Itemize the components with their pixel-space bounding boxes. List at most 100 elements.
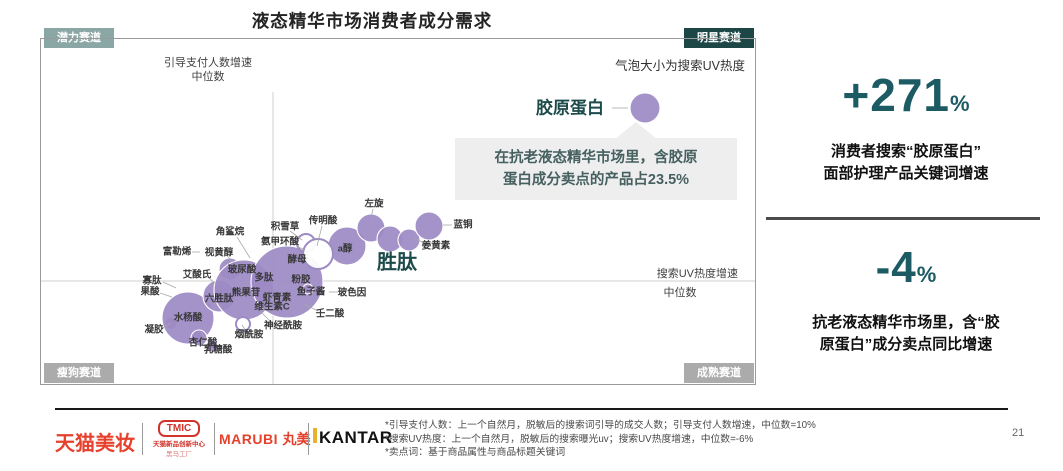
leader-line: [295, 245, 306, 251]
ingredient-label-角鲨烷: 角鲨烷: [216, 226, 245, 238]
stat-value-1: +271: [842, 69, 951, 121]
ingredient-label-视黄醇: 视黄醇: [205, 247, 234, 259]
collagen-callout-box: 在抗老液态精华市场里，含胶原 蛋白成分卖点的产品占23.5%: [455, 122, 737, 200]
leader-line: [236, 236, 251, 259]
stat-unit-2: %: [916, 262, 937, 287]
ingredient-label-富勒烯: 富勒烯: [163, 246, 192, 258]
leader-line: [316, 225, 323, 247]
ingredient-label-烟酰胺: 烟酰胺: [235, 329, 264, 341]
ingredient-label-水杨酸: 水杨酸: [174, 312, 203, 324]
leader-line: [289, 230, 303, 241]
leader-line: [303, 303, 319, 312]
tmic-logo-subtitle: 天猫新品创新中心: [153, 441, 205, 448]
bubble-传明酸: [302, 238, 334, 270]
ingredient-label-a醇: a醇: [338, 243, 353, 255]
marubi-logo: MARUBI 丸美: [219, 431, 311, 447]
ingredient-label-玻尿酸: 玻尿酸: [228, 264, 257, 276]
ingredient-label-姜黄素: 姜黄素: [422, 240, 451, 252]
logo-separator: [308, 423, 309, 455]
leader-line: [207, 276, 217, 285]
ingredient-label-鱼子酱: 鱼子酱: [297, 286, 326, 298]
x-axis-label-line1: 搜索UV热度增速: [656, 268, 738, 280]
bubble-姜黄素: [397, 228, 421, 252]
ingredient-label-传明酸: 传明酸: [308, 215, 338, 227]
leader-line: [227, 256, 236, 264]
ingredient-label-左旋: 左旋: [363, 198, 384, 210]
quadrant-badge-dog: 瘦狗赛道: [44, 363, 114, 383]
ingredient-label-胶原蛋白: 胶原蛋白: [536, 97, 604, 117]
ingredient-label-维生素C: 维生素C: [254, 301, 290, 313]
logo-separator: [142, 423, 143, 455]
leader-line: [162, 322, 172, 329]
ingredient-label-乳糖酸: 乳糖酸: [204, 344, 233, 356]
y-axis-label-line2: 中位数: [191, 71, 225, 83]
callout-line1: 在抗老液态精华市场里，含胶原: [494, 150, 698, 166]
tmic-logo-mark: TMIC: [157, 420, 201, 437]
ingredient-label-六胜肽: 六胜肽: [205, 293, 234, 305]
tmall-beauty-logo: 天猫美妆: [55, 433, 135, 455]
ingredient-label-熊果苷: 熊果苷: [232, 287, 261, 299]
footnote-2: *搜索UV热度：上一个自然月，脱敏后的搜索曝光uv；搜索UV热度增速，中位数=-…: [385, 433, 754, 445]
footnote-1: *引导支付人数：上一个自然月，脱敏后的搜索词引导的成交人数；引导支付人数增速，中…: [385, 420, 816, 431]
footer-divider: [55, 408, 1008, 410]
ingredient-label-酵母: 酵母: [287, 254, 307, 266]
ingredient-label-玻色因: 玻色因: [338, 287, 367, 299]
leader-line: [200, 331, 207, 340]
ingredient-label-寡肽: 寡肽: [141, 275, 162, 287]
ingredient-label-积雪草: 积雪草: [271, 221, 300, 233]
bubble-size-legend: 气泡大小为搜索UV热度: [615, 59, 745, 73]
ingredient-label-凝胶: 凝胶: [144, 324, 164, 336]
tmic-logo: TMIC 天猫新品创新中心 黑马工厂: [147, 418, 211, 458]
stat-sellpoint-growth: -4%: [762, 243, 1050, 293]
leader-line: [413, 237, 425, 244]
ingredient-label-胜肽: 胜肽: [377, 249, 418, 273]
ingredient-label-神经酰胺: 神经酰胺: [264, 320, 303, 332]
stat-value-2: -4: [875, 243, 917, 292]
leader-line: [162, 281, 177, 289]
bubble-杏仁酸: [190, 329, 208, 347]
stats-divider: [766, 217, 1040, 220]
ingredient-label-粉胶: 粉胶: [291, 274, 311, 286]
kantar-logo: KANTAR: [313, 428, 393, 448]
stat-unit-1: %: [950, 91, 970, 116]
bubble-乳糖酸: [205, 339, 219, 353]
footnote-3: *卖点词：基于商品属性与商品标题关键词: [385, 447, 566, 458]
x-axis-label-line2: 中位数: [663, 287, 697, 299]
leader-line: [241, 324, 247, 332]
page-number: 21: [1012, 427, 1025, 439]
stat-search-growth: +271%: [762, 68, 1050, 122]
chart-border: [40, 38, 756, 385]
leader-line: [261, 312, 272, 323]
tmic-logo-subtitle2: 黑马工厂: [166, 451, 192, 458]
kantar-accent-bar: [313, 428, 317, 443]
page-title: 液态精华市场消费者成分需求: [251, 11, 493, 31]
ingredient-label-壬二酸: 壬二酸: [316, 308, 345, 320]
callout-line2: 蛋白成分卖点的产品占23.5%: [502, 172, 690, 188]
stats-panel: +271% 消费者搜索“胶原蛋白” 面部护理产品关键词增速 -4% 抗老液态精华…: [762, 0, 1050, 400]
ingredient-label-果酸: 果酸: [139, 286, 160, 298]
bubble-烟酰胺: [235, 316, 251, 332]
logo-separator: [214, 423, 215, 455]
ingredient-label-虾青素: 虾青素: [263, 292, 292, 304]
y-axis-label-line1: 引导支付人数增速: [164, 57, 252, 69]
ingredient-label-氨甲环酸: 氨甲环酸: [261, 236, 300, 248]
stat-caption-1: 消费者搜索“胶原蛋白” 面部护理产品关键词增速: [823, 143, 989, 182]
leader-line: [370, 208, 374, 219]
bubble-蓝铜: [414, 211, 444, 241]
ingredient-label-艾酸氏: 艾酸氏: [183, 269, 212, 281]
y-axis-label: 引导支付人数增速 中位数: [148, 56, 268, 84]
bubble-胶原蛋白: [629, 92, 661, 124]
stat-caption-2: 抗老液态精华市场里，含“胶 原蛋白”成分卖点同比增速: [812, 314, 1000, 353]
ingredient-label-蓝铜: 蓝铜: [453, 219, 473, 231]
bubble-鱼子酱: [302, 283, 314, 295]
quadrant-badge-mature: 成熟赛道: [684, 363, 754, 383]
ingredient-label-多肽: 多肽: [254, 272, 274, 284]
leader-line: [206, 339, 214, 347]
ingredient-label-杏仁酸: 杏仁酸: [188, 337, 218, 349]
bubble-多肽: [250, 245, 324, 319]
leader-line: [159, 292, 173, 298]
footnotes: *引导支付人数：上一个自然月，脱敏后的搜索词引导的成交人数；引导支付人数增速，中…: [385, 419, 960, 460]
